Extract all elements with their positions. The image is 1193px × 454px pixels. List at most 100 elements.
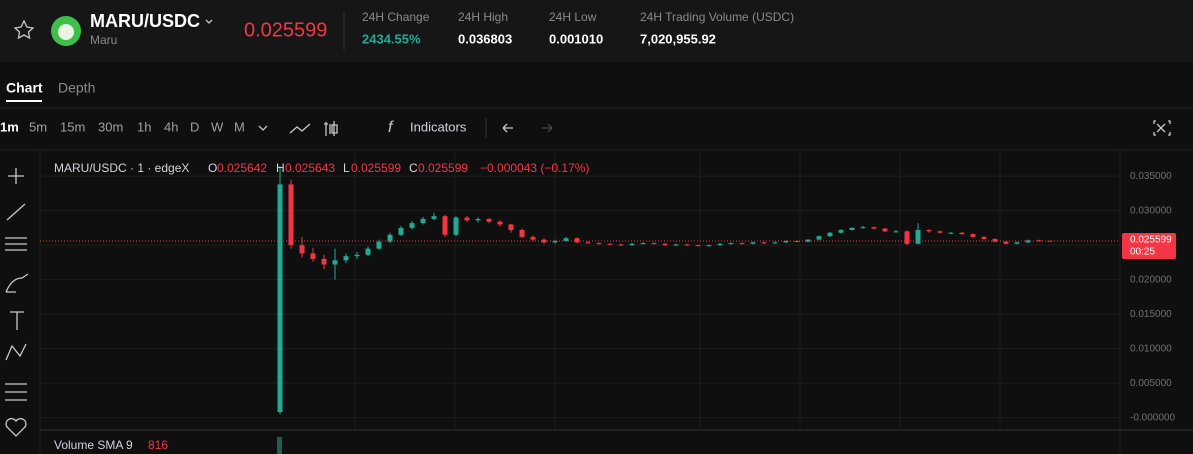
candle-body	[332, 260, 338, 265]
legend-l: 0.025599	[351, 161, 401, 175]
candle-body	[838, 229, 844, 233]
candle-body	[343, 256, 349, 261]
candle-body	[783, 241, 789, 243]
fx-icon: f	[388, 119, 394, 136]
candle-body	[695, 245, 701, 247]
tab-depth[interactable]: Depth	[58, 80, 95, 96]
candle-body	[673, 244, 679, 246]
candle-body	[530, 236, 536, 240]
y-tick-label: -0.000000	[1130, 412, 1175, 423]
prediction-tool[interactable]	[5, 383, 27, 401]
stat-label: 24H Trading Volume (USDC)	[640, 10, 794, 24]
y-tick-label: 0.035000	[1130, 171, 1172, 182]
volume-value: 816	[148, 438, 168, 452]
tab-chart[interactable]: Chart	[6, 80, 43, 96]
trendline-tool[interactable]	[6, 203, 26, 221]
y-tick-label: 0.020000	[1130, 274, 1172, 285]
candle-body	[431, 216, 437, 219]
candle-body	[607, 243, 613, 245]
interval-button[interactable]: 4h	[164, 119, 178, 134]
candle-body	[442, 216, 448, 235]
legend-l-label: L	[343, 161, 350, 175]
candle-body	[937, 231, 943, 233]
fib-tool[interactable]	[5, 237, 27, 251]
interval-button[interactable]: 1m	[0, 119, 19, 134]
candle-body	[376, 241, 382, 249]
tab-underline	[6, 100, 42, 102]
candle-body	[970, 234, 976, 237]
coin-logo-face	[58, 24, 74, 40]
candle-body	[563, 238, 569, 242]
pair-name[interactable]: MARU/USDC	[90, 11, 200, 31]
price-tag-countdown: 00:25	[1130, 247, 1155, 258]
candle-body	[662, 243, 668, 246]
candle-body	[915, 229, 921, 244]
volume-label: Volume SMA 9	[54, 438, 133, 452]
price-tag	[1122, 233, 1176, 260]
pattern-tool[interactable]	[5, 343, 27, 361]
candle-body	[959, 232, 965, 235]
redo-icon[interactable]	[542, 123, 553, 133]
interval-button[interactable]: 15m	[60, 119, 85, 134]
candle-body	[288, 184, 294, 246]
chart-style-icon[interactable]	[289, 123, 311, 134]
legend-symbol: MARU/USDC · 1 · edgeX	[54, 161, 189, 175]
candle-body	[453, 217, 459, 235]
candle-body	[739, 243, 745, 245]
candle-body	[992, 238, 998, 242]
price-tag-value: 0.025599	[1130, 235, 1172, 246]
candle-icon[interactable]	[324, 121, 338, 136]
pair-dropdown[interactable]	[205, 19, 213, 24]
candle-body	[1003, 241, 1009, 244]
candle-body	[948, 232, 954, 234]
favorites-tool[interactable]	[5, 417, 27, 437]
candle-body	[552, 241, 558, 243]
candle-body	[596, 243, 602, 245]
stat-label: 24H Low	[549, 10, 597, 24]
candle-body	[827, 232, 833, 237]
candle-body	[882, 228, 888, 232]
candle-body	[816, 236, 822, 240]
legend-o-label: O	[208, 161, 217, 175]
candle-body	[651, 243, 657, 245]
legend-h-label: H	[276, 161, 285, 175]
interval-button[interactable]: 5m	[29, 119, 47, 134]
text-tool[interactable]	[10, 311, 24, 330]
interval-button[interactable]: 30m	[98, 119, 123, 134]
candle-body	[387, 234, 393, 242]
interval-dropdown[interactable]	[258, 125, 268, 131]
candle-body	[310, 253, 316, 259]
candle-body	[761, 242, 767, 244]
legend-c: 0.025599	[418, 161, 468, 175]
stat-value: 0.036803	[458, 31, 512, 46]
candle-body	[684, 244, 690, 246]
candle-body	[519, 229, 525, 237]
fullscreen-icon[interactable]	[1153, 120, 1171, 136]
candle-body	[365, 248, 371, 255]
y-tick-label: 0.030000	[1130, 205, 1172, 216]
y-tick-label: 0.015000	[1130, 309, 1172, 320]
favorite-icon[interactable]	[13, 19, 35, 40]
candle-body	[871, 227, 877, 229]
stat-value: 7,020,955.92	[640, 31, 716, 46]
candle-body	[321, 258, 327, 265]
candle-body	[354, 254, 360, 257]
candle-body	[486, 218, 492, 222]
crosshair-tool[interactable]	[8, 168, 24, 184]
y-tick-label: 0.010000	[1130, 343, 1172, 354]
indicators-button[interactable]: Indicators	[410, 119, 467, 134]
interval-button[interactable]: 1h	[137, 119, 151, 134]
candle-body	[750, 242, 756, 244]
brush-tool[interactable]	[5, 273, 29, 293]
interval-button[interactable]: D	[190, 119, 199, 134]
candle-body	[398, 227, 404, 235]
candle-body	[409, 223, 415, 228]
undo-icon[interactable]	[502, 123, 513, 133]
candle-body	[640, 243, 646, 245]
interval-button[interactable]: W	[211, 119, 224, 134]
candle-body	[728, 243, 734, 245]
interval-button[interactable]: M	[234, 119, 245, 134]
legend-o: 0.025642	[217, 161, 267, 175]
